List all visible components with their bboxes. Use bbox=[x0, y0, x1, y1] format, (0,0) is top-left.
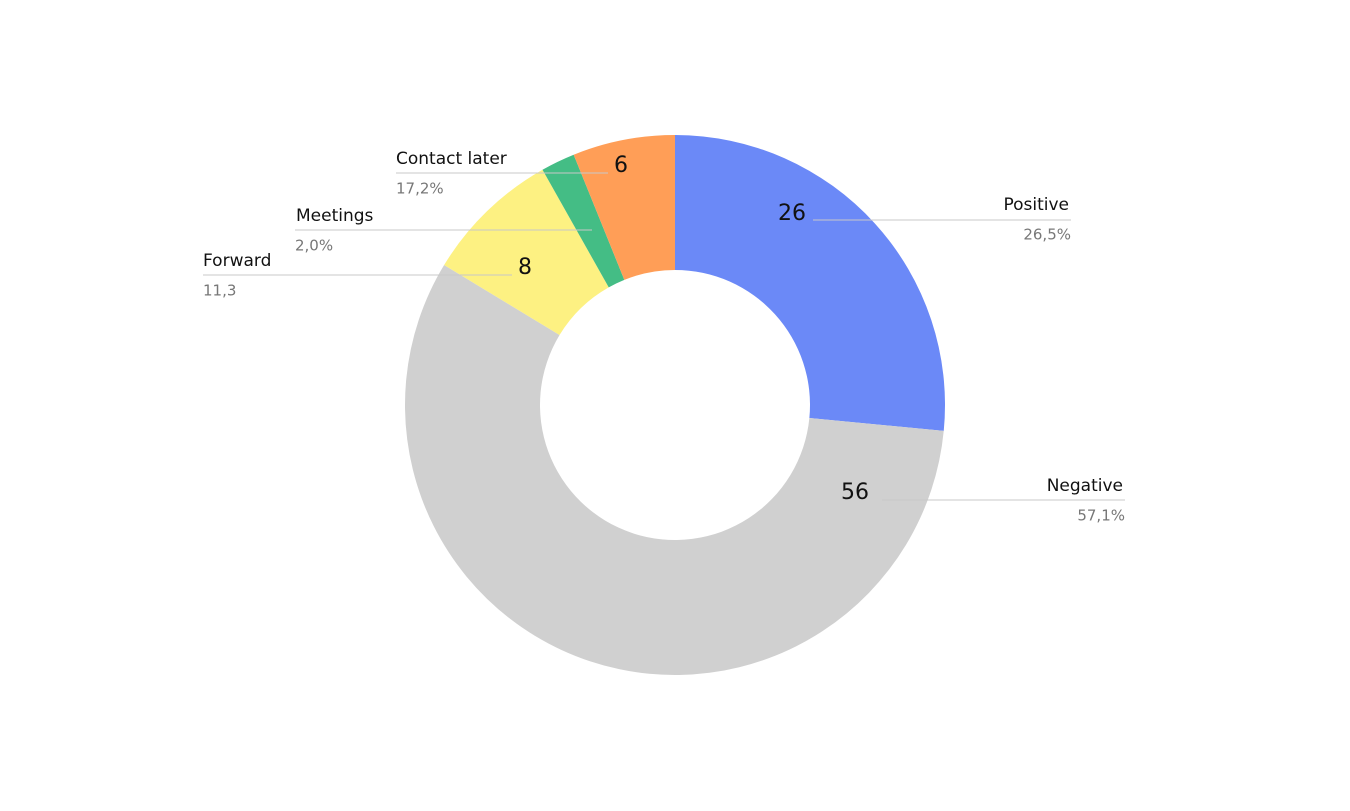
value-label-positive: 26 bbox=[778, 201, 806, 226]
value-label-contact-later: 6 bbox=[614, 153, 628, 178]
category-label-positive: Positive bbox=[1003, 195, 1069, 215]
category-label-forward: Forward bbox=[203, 251, 271, 271]
slice-positive bbox=[675, 135, 946, 431]
slice-contact-later bbox=[573, 135, 675, 280]
category-label-contact-later: Contact later bbox=[396, 149, 507, 169]
slice-negative bbox=[405, 265, 944, 675]
percent-label-meetings: 2,0% bbox=[295, 237, 333, 255]
slice-forward bbox=[444, 169, 609, 336]
value-label-negative: 56 bbox=[841, 480, 869, 505]
value-label-forward: 8 bbox=[518, 255, 532, 280]
percent-label-positive: 26,5% bbox=[1023, 226, 1071, 244]
percent-label-contact-later: 17,2% bbox=[396, 180, 444, 198]
callout-labels-layer: Positive 26,5% Negative 57,1% Forward 11,3 Mee… bbox=[203, 149, 1125, 525]
leader-lines-layer bbox=[203, 172, 1125, 501]
percent-label-negative: 57,1% bbox=[1077, 507, 1125, 525]
category-label-negative: Negative bbox=[1047, 476, 1123, 496]
slice-meetings bbox=[542, 154, 625, 288]
category-label-meetings: Meetings bbox=[296, 206, 374, 226]
slices-layer bbox=[405, 135, 946, 675]
percent-label-forward: 11,3 bbox=[203, 282, 236, 300]
